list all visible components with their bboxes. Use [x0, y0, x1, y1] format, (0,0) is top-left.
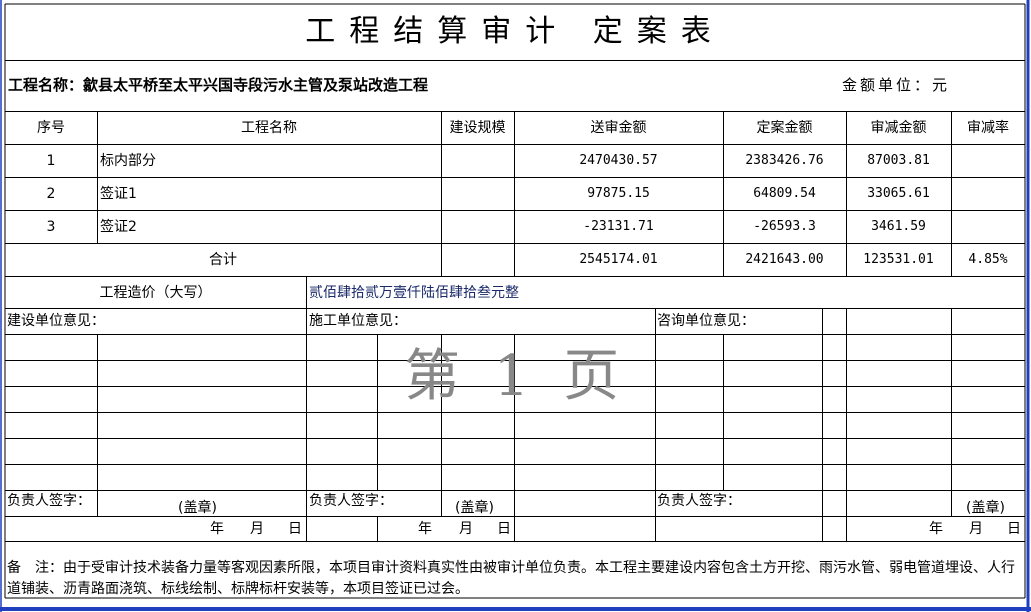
cell-reduced: 87003.81 — [867, 153, 930, 168]
cell-no: 2 — [46, 186, 56, 202]
seal-label-2: (盖章) — [455, 500, 494, 516]
date-day-3: 日 — [1007, 521, 1021, 537]
cell-approved: 64809.54 — [753, 186, 816, 201]
sign-label-3: 负责人签字： — [657, 493, 741, 509]
date-year-1: 年 — [210, 521, 224, 537]
total-submitted: 2545174.01 — [579, 252, 658, 267]
header-no: 序号 — [37, 120, 65, 136]
cost-words-label: 工程造价（大写） — [99, 285, 212, 301]
date-month-2: 月 — [459, 521, 473, 537]
header-approved: 定案金额 — [756, 120, 813, 136]
sign-label-2: 负责人签字： — [309, 493, 393, 509]
construction-unit-opinion: 建设单位意见： — [7, 313, 105, 329]
project-name: 工程名称：歙县太平桥至太平兴国寺段污水主管及泵站改造工程 — [8, 76, 429, 94]
total-rate: 4.85% — [968, 252, 1008, 267]
note: 备 注：由于受审计技术装备力量等客观因素所限，本项目审计资料真实性由被审计单位负… — [7, 560, 1015, 597]
date-month-1: 月 — [250, 521, 264, 537]
date-year-3: 年 — [929, 521, 943, 537]
consulting-unit-opinion: 咨询单位意见： — [657, 313, 755, 329]
total-approved: 2421643.00 — [745, 252, 824, 267]
seal-label-3: (盖章) — [966, 500, 1005, 516]
builder-unit-opinion: 施工单位意见： — [309, 313, 407, 329]
unit-label: 金额单位：元 — [842, 76, 951, 94]
cell-submitted: -23131.71 — [583, 219, 654, 234]
header-rate: 审减率 — [967, 120, 1009, 136]
total-reduced: 123531.01 — [863, 252, 934, 267]
sign-label-1: 负责人签字： — [7, 493, 91, 509]
cell-name: 签证2 — [100, 219, 137, 235]
cell-reduced: 33065.61 — [867, 186, 930, 201]
cell-no: 1 — [46, 153, 56, 169]
cost-words-value: 贰佰肆拾贰万壹仟陆佰肆拾叁元整 — [309, 285, 519, 301]
header-scale: 建设规模 — [449, 120, 506, 136]
cell-name: 签证1 — [100, 186, 137, 202]
cell-reduced: 3461.59 — [871, 219, 926, 234]
cell-submitted: 2470430.57 — [579, 153, 658, 168]
cell-no: 3 — [46, 219, 56, 235]
date-month-3: 月 — [969, 521, 983, 537]
page-title: 工程结算审计 定案表 — [305, 14, 725, 49]
header-reduced: 审减金额 — [870, 120, 927, 136]
cell-name: 标内部分 — [100, 153, 156, 169]
date-day-1: 日 — [288, 521, 302, 537]
header-submitted: 送审金额 — [590, 120, 647, 136]
date-year-2: 年 — [418, 521, 432, 537]
total-label: 合计 — [209, 252, 237, 268]
cell-approved: -26593.3 — [753, 219, 816, 234]
cell-submitted: 97875.15 — [587, 186, 650, 201]
header-name: 工程名称 — [241, 120, 297, 136]
date-day-2: 日 — [497, 521, 511, 537]
cell-approved: 2383426.76 — [745, 153, 824, 168]
seal-label-1: (盖章) — [178, 500, 217, 516]
